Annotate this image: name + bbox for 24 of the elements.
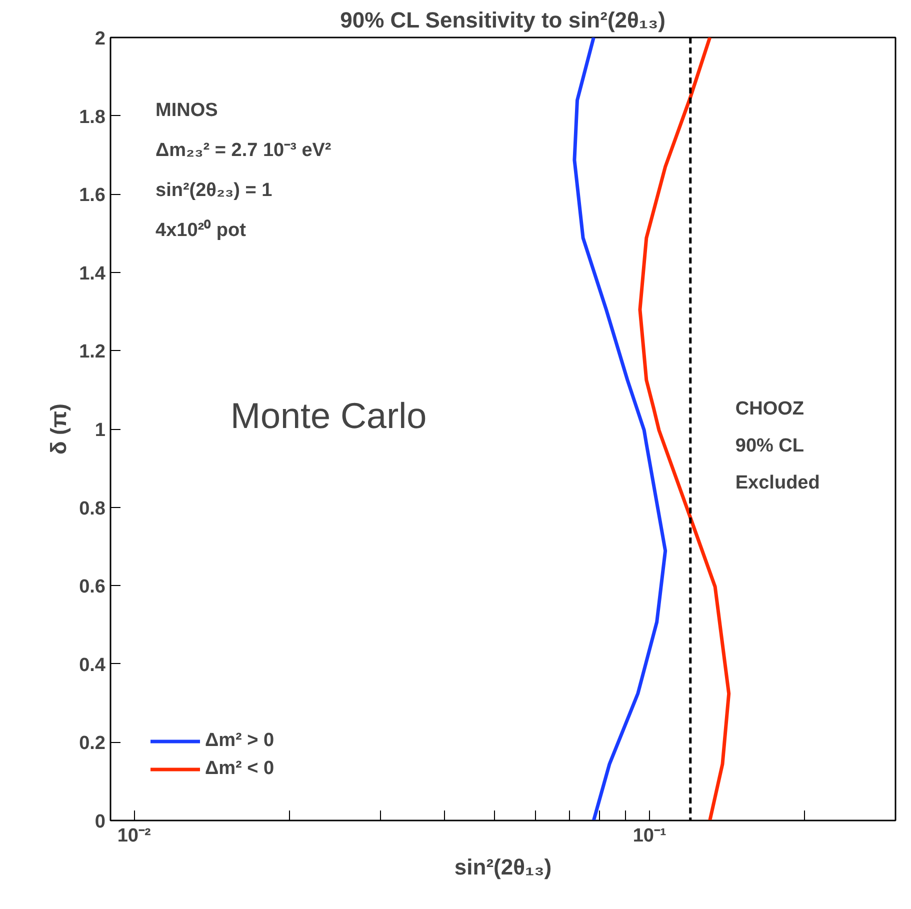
legend-label: Δm² < 0 (205, 758, 274, 780)
ref-line-label: CHOOZ 90% CL Excluded (735, 398, 820, 494)
y-tick-label: 1 (94, 420, 106, 441)
chart-title: 90% CL Sensitivity to sin²(2θ₁₃) (340, 8, 666, 32)
y-tick-label: 1.8 (79, 106, 106, 128)
annotation: MINOS (156, 100, 218, 121)
y-tick-label: 1.2 (79, 342, 106, 363)
y-tick-label: 0.4 (79, 654, 106, 676)
y-tick-label: 0.6 (79, 576, 106, 598)
y-tick-label: 2 (94, 28, 106, 50)
y-tick-label: 0.2 (79, 733, 106, 754)
x-tick-label: 10⁻¹ (632, 826, 666, 846)
annotation: Δm₂₃² = 2.7 10⁻³ eV² (156, 140, 332, 161)
y-tick-label: 1.4 (79, 263, 106, 284)
y-tick-label: 0.8 (79, 498, 106, 520)
y-tick-label: 1.6 (79, 185, 106, 206)
x-axis-title: sin²(2θ₁₃) (454, 854, 552, 880)
y-tick-label: 0 (94, 812, 106, 832)
y-axis-title: δ (π) (46, 404, 72, 454)
x-tick-label: 10⁻² (117, 826, 151, 846)
legend-label: Δm² > 0 (205, 730, 274, 752)
annotation: 4x10²⁰ pot (156, 219, 247, 241)
annotation: sin²(2θ₂₃) = 1 (156, 180, 273, 201)
annotation: Monte Carlo (230, 395, 427, 436)
